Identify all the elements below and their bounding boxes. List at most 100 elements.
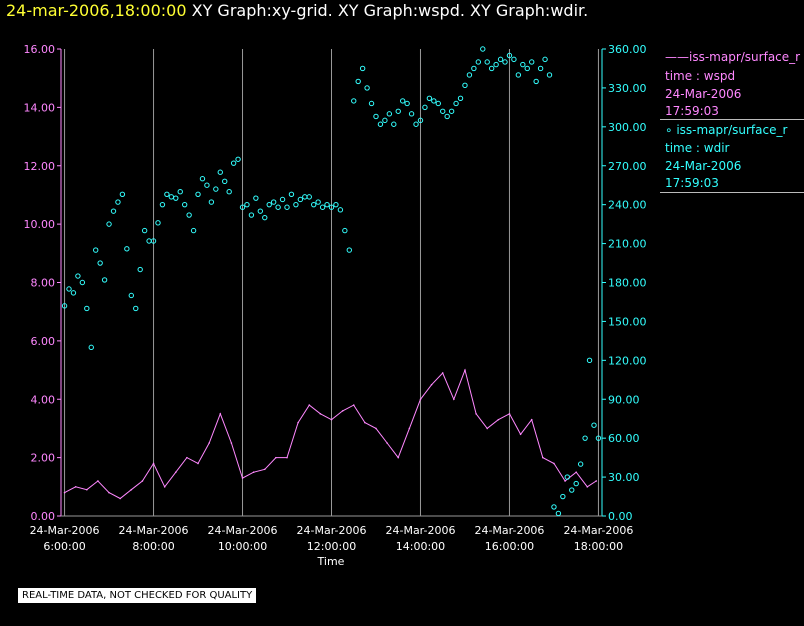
wdir-point bbox=[595, 435, 602, 441]
wdir-point bbox=[177, 188, 183, 195]
wspd-point bbox=[419, 398, 422, 401]
wdir-point bbox=[502, 59, 508, 65]
quality-note: REAL-TIME DATA, NOT CHECKED FOR QUALITY bbox=[18, 588, 257, 603]
wspd-point bbox=[497, 418, 500, 421]
wdir-point bbox=[66, 286, 72, 292]
wspd-point bbox=[319, 413, 322, 415]
wdir-point bbox=[346, 247, 352, 253]
wdir-point bbox=[515, 72, 522, 78]
wspd-point bbox=[308, 404, 311, 406]
wdir-point bbox=[546, 72, 553, 78]
wdir-point bbox=[520, 61, 526, 68]
wdir-point bbox=[217, 169, 223, 175]
wdir-point bbox=[262, 214, 268, 221]
wspd-point bbox=[97, 480, 99, 482]
wdir-point bbox=[564, 474, 570, 480]
wdir-point bbox=[453, 100, 459, 107]
x-tick-date: 24-Mar-2006 bbox=[474, 524, 544, 537]
wdir-point bbox=[213, 186, 219, 192]
wspd-point bbox=[330, 418, 333, 421]
x-tick-time: 12:00:00 bbox=[307, 540, 356, 553]
wdir-point bbox=[110, 208, 117, 214]
wspd-series bbox=[63, 368, 598, 500]
wspd-point bbox=[542, 456, 544, 459]
wdir-point bbox=[399, 98, 406, 104]
x-tick-time: 8:00:00 bbox=[132, 540, 174, 553]
wspd-point bbox=[152, 462, 155, 465]
wspd-point bbox=[530, 418, 533, 421]
wdir-point bbox=[253, 195, 259, 201]
wdir-point bbox=[248, 212, 255, 218]
y-tick-label-left: 10.00 bbox=[24, 218, 56, 231]
wdir-point bbox=[466, 72, 473, 78]
wspd-point bbox=[163, 486, 166, 488]
wdir-point bbox=[101, 277, 108, 283]
x-tick-time: 16:00:00 bbox=[485, 540, 534, 553]
wdir-point bbox=[199, 176, 206, 182]
wdir-point bbox=[533, 78, 539, 85]
wdir-point bbox=[511, 56, 517, 63]
wdir-point bbox=[239, 204, 246, 210]
wspd-point bbox=[575, 471, 577, 474]
wdir-point bbox=[204, 182, 210, 188]
legend-divider bbox=[660, 119, 804, 120]
wdir-point bbox=[146, 238, 152, 244]
wspd-point bbox=[241, 477, 244, 479]
wdir-point bbox=[244, 201, 250, 208]
wdir-point bbox=[293, 201, 299, 208]
wspd-point bbox=[286, 456, 288, 459]
x-tick-time: 18:00:00 bbox=[574, 540, 623, 553]
wdir-point bbox=[426, 95, 433, 101]
x-tick-time: 14:00:00 bbox=[396, 540, 445, 553]
legend-wdir-var: time : wdir bbox=[665, 141, 730, 155]
wspd-point bbox=[86, 488, 88, 491]
y-tick-label-left: 6.00 bbox=[31, 335, 56, 348]
x-tick-date: 24-Mar-2006 bbox=[30, 524, 100, 537]
wdir-point bbox=[150, 238, 157, 244]
wdir-point bbox=[582, 435, 588, 441]
wdir-point bbox=[497, 56, 504, 63]
wdir-point bbox=[475, 59, 482, 65]
y-tick-label-left: 4.00 bbox=[31, 393, 56, 406]
wspd-point bbox=[74, 486, 77, 488]
wspd-point bbox=[108, 491, 110, 494]
wdir-point bbox=[555, 510, 562, 517]
wdir-point bbox=[93, 247, 99, 253]
legend-wdir-time: 17:59:03 bbox=[665, 176, 719, 190]
wspd-point bbox=[230, 442, 233, 444]
wdir-point bbox=[422, 104, 428, 111]
wdir-point bbox=[97, 260, 103, 266]
x-tick-time: 6:00:00 bbox=[43, 540, 85, 553]
y-tick-label-right: 60.00 bbox=[608, 432, 640, 445]
wspd-point bbox=[464, 369, 466, 371]
wdir-point bbox=[284, 204, 290, 210]
wdir-point bbox=[457, 95, 464, 101]
wdir-point bbox=[319, 204, 326, 210]
wspd-point bbox=[263, 468, 266, 471]
wdir-point bbox=[168, 194, 175, 200]
wdir-point bbox=[342, 227, 348, 234]
wdir-point bbox=[297, 196, 304, 203]
wdir-point bbox=[328, 204, 335, 210]
wdir-point bbox=[404, 100, 410, 107]
wspd-point bbox=[197, 462, 199, 465]
wdir-point bbox=[413, 121, 419, 127]
wdir-point bbox=[195, 191, 201, 197]
x-tick-time: 10:00:00 bbox=[218, 540, 267, 553]
x-tick-date: 24-Mar-2006 bbox=[563, 524, 633, 537]
wdir-point bbox=[586, 357, 593, 364]
y-tick-label-left: 2.00 bbox=[31, 452, 56, 465]
wdir-point bbox=[311, 201, 317, 208]
wdir-point bbox=[279, 196, 286, 203]
y-tick-label-left: 0.00 bbox=[31, 510, 56, 523]
y-tick-label-right: 90.00 bbox=[608, 393, 640, 406]
wdir-point bbox=[75, 273, 81, 279]
wspd-point bbox=[475, 413, 477, 415]
wspd-point bbox=[564, 480, 566, 482]
legend-wspd-source: ——iss-mapr/surface_r bbox=[665, 50, 801, 64]
wspd-point bbox=[130, 488, 133, 491]
wdir-point bbox=[506, 52, 513, 59]
y-tick-label-right: 180.00 bbox=[608, 277, 647, 290]
wdir-point bbox=[128, 292, 134, 299]
